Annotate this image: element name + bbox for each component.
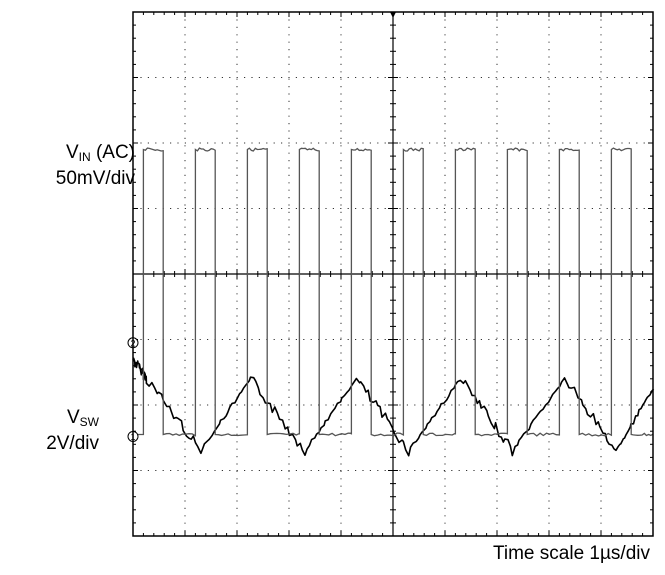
trace-vsw xyxy=(132,147,654,437)
trigger-marker xyxy=(390,12,396,18)
time-scale-label: Time scale 1µs/div xyxy=(492,543,650,564)
plot-frame xyxy=(132,11,654,537)
trace-vin xyxy=(132,357,655,457)
waveform-traces xyxy=(132,147,655,457)
channel2-scale: 50mV/div xyxy=(55,168,135,189)
graticule-grid xyxy=(132,11,654,537)
channel2-name: VIN (AC) xyxy=(65,142,135,164)
channel1-scale: 2V/div xyxy=(46,433,99,454)
channel1-name: VSW xyxy=(66,407,99,429)
